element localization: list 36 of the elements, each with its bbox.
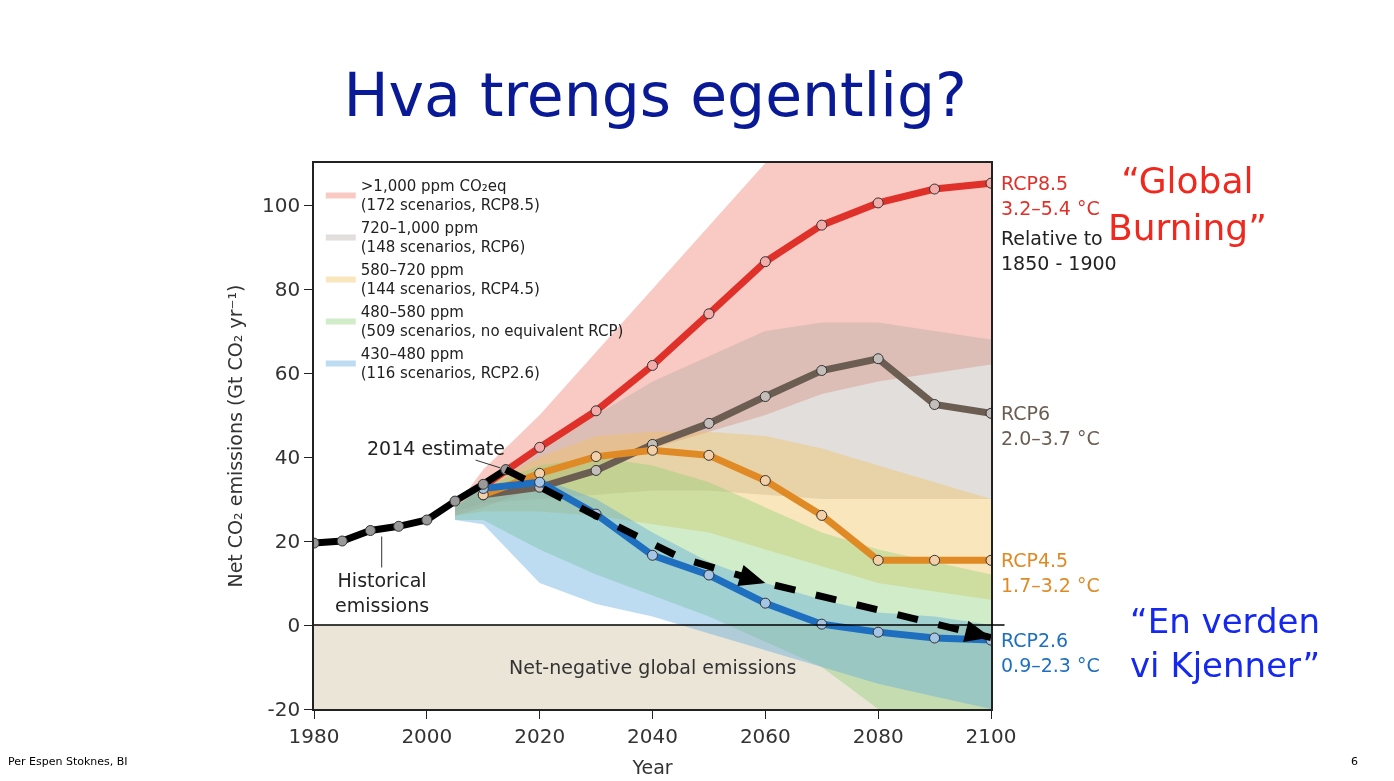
- y-tick-label: 20: [274, 529, 301, 553]
- legend-label: >1,000 ppm CO₂eq (172 scenarios, RCP8.5): [360, 176, 540, 215]
- y-axis-title: Net CO₂ emissions (Gt CO₂ yr⁻¹): [224, 284, 247, 588]
- text: Per Espen Stoknes, BI: [8, 755, 128, 768]
- annotation: 1.7–3.2 °C: [1001, 574, 1100, 596]
- annotation: 2014 estimate: [367, 437, 506, 459]
- series-label: RCP6: [1001, 402, 1051, 424]
- series-label: RCP8.5: [1001, 172, 1069, 194]
- legend-label: 580–720 ppm (144 scenarios, RCP4.5): [360, 260, 540, 299]
- text: “En verden vi Kjenner”: [1130, 601, 1321, 686]
- annotation: 3.2–5.4 °C: [1001, 197, 1100, 219]
- y-tick-label: 80: [274, 277, 301, 301]
- y-tick-label: 40: [274, 445, 301, 469]
- annotation: Historical emissions: [335, 569, 430, 616]
- y-tick-label: 100: [262, 193, 301, 217]
- legend-label: 720–1,000 ppm (148 scenarios, RCP6): [360, 218, 526, 257]
- x-tick-label: 2080: [852, 723, 904, 748]
- x-tick-label: 2020: [514, 723, 566, 748]
- x-tick-label: 2040: [627, 723, 678, 748]
- y-tick-label: 60: [274, 361, 301, 385]
- x-tick-label: 2100: [965, 723, 1017, 748]
- x-tick-label: 1980: [288, 723, 340, 748]
- x-tick-label: 2060: [739, 723, 791, 748]
- chart-title: Hva trengs egentlig?: [343, 60, 967, 131]
- x-axis-title: Year: [631, 756, 673, 779]
- band-label: Net-negative global emissions: [509, 656, 797, 678]
- legend-label: 480–580 ppm (509 scenarios, no equivalent RCP): [360, 302, 624, 341]
- text: 6: [1351, 755, 1358, 768]
- series-label: RCP2.6: [1001, 629, 1069, 651]
- annotation: 0.9–2.3 °C: [1001, 654, 1100, 676]
- legend-label: 430–480 ppm (116 scenarios, RCP2.6): [360, 344, 540, 383]
- series-label: RCP4.5: [1001, 549, 1069, 571]
- y-tick-label: -20: [267, 697, 301, 721]
- y-tick-label: 0: [287, 613, 301, 637]
- annotation: 2.0–3.7 °C: [1001, 427, 1100, 449]
- x-tick-label: 2000: [401, 723, 453, 748]
